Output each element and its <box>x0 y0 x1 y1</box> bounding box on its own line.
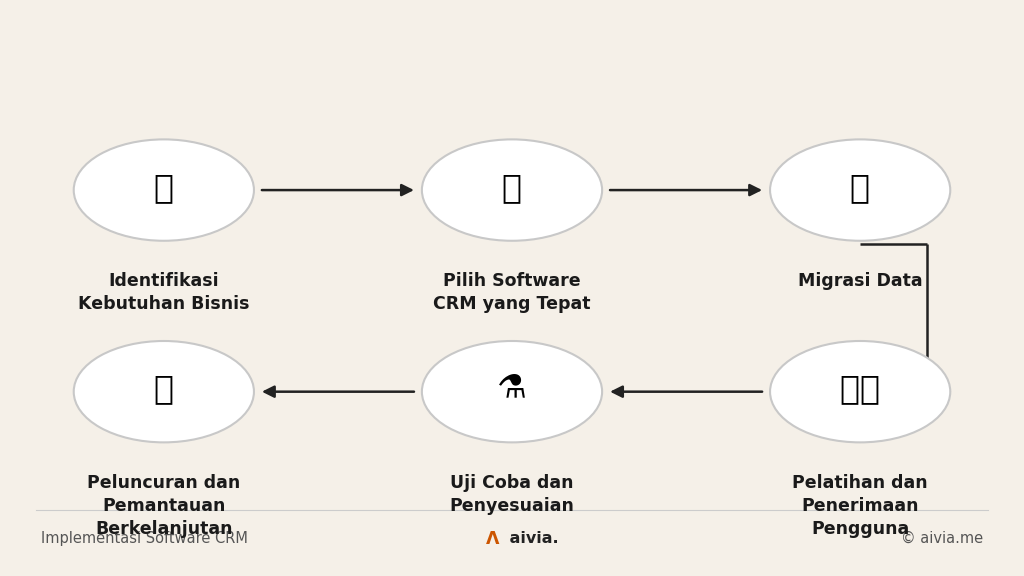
Text: 🔍: 🔍 <box>154 170 174 204</box>
Text: ⚗️: ⚗️ <box>497 372 527 406</box>
Text: Pilih Software
CRM yang Tepat: Pilih Software CRM yang Tepat <box>433 272 591 313</box>
Text: Uji Coba dan
Penyesuaian: Uji Coba dan Penyesuaian <box>450 474 574 515</box>
Circle shape <box>422 139 602 241</box>
Text: 🖥️: 🖥️ <box>502 170 522 204</box>
Text: Peluncuran dan
Pemantauan
Berkelanjutan: Peluncuran dan Pemantauan Berkelanjutan <box>87 474 241 538</box>
Circle shape <box>770 139 950 241</box>
Circle shape <box>422 341 602 442</box>
Circle shape <box>770 341 950 442</box>
Circle shape <box>74 139 254 241</box>
Text: Pelatihan dan
Penerimaan
Pengguna: Pelatihan dan Penerimaan Pengguna <box>793 474 928 538</box>
Text: Migrasi Data: Migrasi Data <box>798 272 923 290</box>
Text: 🗄️: 🗄️ <box>850 170 870 204</box>
Text: 👨‍🏫: 👨‍🏫 <box>840 372 881 406</box>
Text: aivia.: aivia. <box>504 531 558 546</box>
Text: Implementasi Software CRM: Implementasi Software CRM <box>41 531 248 546</box>
Text: Λ: Λ <box>486 529 500 548</box>
Text: Identifikasi
Kebutuhan Bisnis: Identifikasi Kebutuhan Bisnis <box>78 272 250 313</box>
Text: 🚀: 🚀 <box>154 372 174 406</box>
Circle shape <box>74 341 254 442</box>
Text: © aivia.me: © aivia.me <box>901 531 983 546</box>
